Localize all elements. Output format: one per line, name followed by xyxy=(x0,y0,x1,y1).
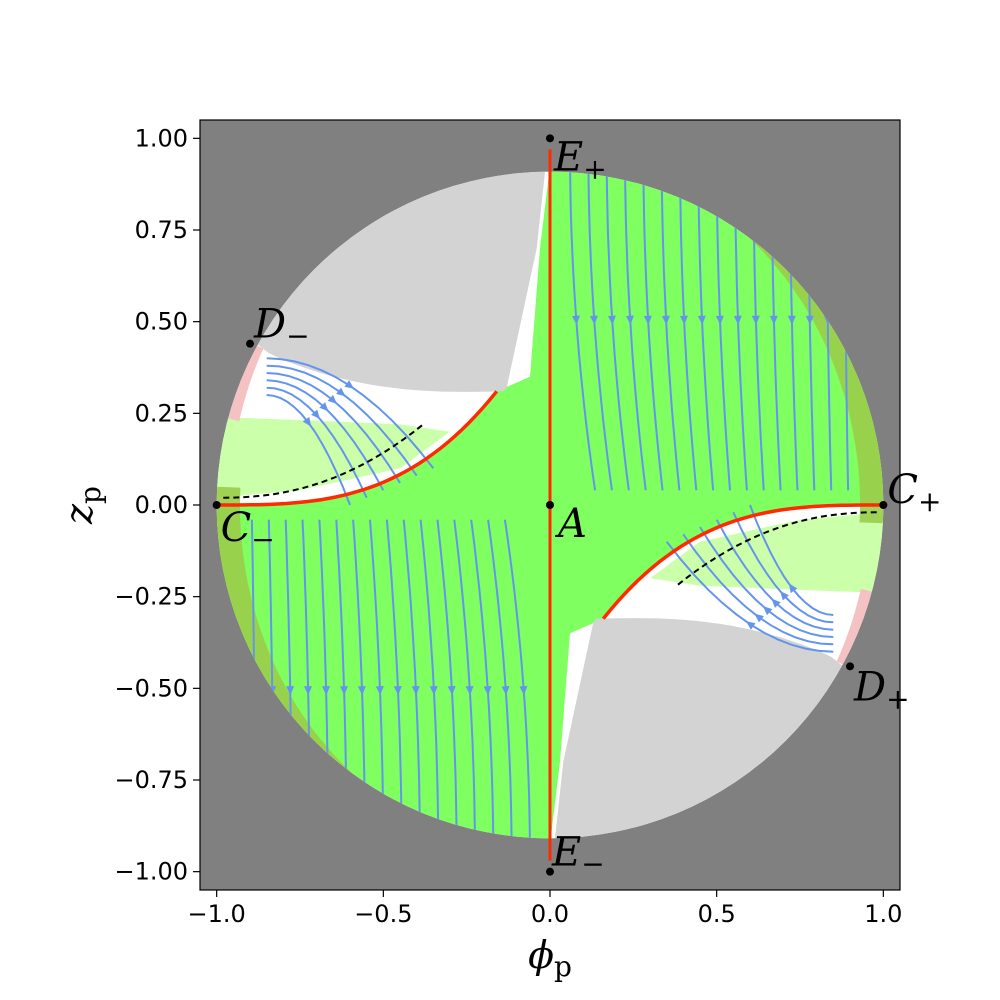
critical-point-d-plus xyxy=(846,662,854,671)
x-tick-label: 1.0 xyxy=(864,900,902,928)
pocket-streamline-ul-1-arrow xyxy=(336,387,346,397)
streamline-right-13-arrow xyxy=(805,315,814,325)
x-tick-label: −1.0 xyxy=(188,900,246,928)
critical-point-e-plus xyxy=(546,134,554,143)
critical-point-label: C+ xyxy=(887,467,941,518)
critical-point-label: E+ xyxy=(553,134,607,185)
streamline-left-11-arrow xyxy=(322,686,331,696)
streamline-right-1-arrow xyxy=(589,315,598,325)
streamline-right-10-arrow xyxy=(751,315,760,325)
critical-point-a xyxy=(546,501,554,509)
pale-green-band-right xyxy=(650,512,884,593)
x-tick-label: 0.5 xyxy=(698,900,736,928)
streamline-right-6-arrow xyxy=(679,315,688,325)
separatrix-lower-right xyxy=(601,503,884,620)
critical-point-label: D+ xyxy=(853,664,910,715)
separatrix-upper-left xyxy=(216,390,499,507)
x-axis-title: ϕp xyxy=(528,933,572,983)
pocket-streamline-lr-0-arrow xyxy=(745,621,756,630)
streamline-left-13-arrow xyxy=(286,686,295,696)
streamline-right-9-arrow xyxy=(733,315,742,325)
pocket-streamline-lr-3-arrow xyxy=(771,598,781,608)
streamline-left-7-arrow xyxy=(393,686,402,696)
streamline-left-1-arrow xyxy=(501,685,510,696)
y-tick-label: −0.50 xyxy=(114,674,188,702)
critical-point-d-minus xyxy=(246,339,254,348)
y-tick-label: −0.75 xyxy=(114,766,188,794)
critical-point-label: A xyxy=(554,501,587,547)
y-tick-label: 0.75 xyxy=(135,216,188,244)
pink-band-left xyxy=(226,342,264,422)
streamline-right-5-arrow xyxy=(661,315,670,325)
streamline-right-2-arrow xyxy=(607,315,616,325)
streamline-left-4-arrow xyxy=(447,685,456,696)
critical-point-e-minus xyxy=(546,867,554,876)
critical-point-label: E− xyxy=(551,830,605,881)
streamline-left-0-arrow xyxy=(519,685,528,696)
dashed-curve-left xyxy=(223,423,424,499)
pocket-streamline-ul-0-arrow xyxy=(344,380,355,389)
y-tick-label: −1.00 xyxy=(114,858,188,886)
streamline-right-7-arrow xyxy=(697,315,706,325)
y-tick-label: 1.00 xyxy=(135,124,188,152)
streamline-right-8-arrow xyxy=(715,315,724,325)
pink-band-right xyxy=(836,588,874,668)
pocket-streamline-ul-3-arrow xyxy=(319,402,329,412)
streamline-right-11-arrow xyxy=(769,315,778,325)
pocket-streamline-ul-4-arrow xyxy=(311,409,320,420)
forbidden-region-upper xyxy=(252,171,550,392)
streamline-left-6-arrow xyxy=(411,686,420,696)
pocket-streamline-lr-1-arrow xyxy=(754,613,764,623)
critical-point-label: D− xyxy=(253,302,310,353)
forbidden-region-lower xyxy=(550,618,848,839)
streamline-right-12-arrow xyxy=(787,315,796,325)
critical-point-c-minus xyxy=(212,501,221,509)
y-tick-label: 0.25 xyxy=(135,399,188,427)
pocket-streamline-ul-2-arrow xyxy=(327,394,338,404)
pocket-streamline-lr-4-arrow xyxy=(780,590,789,601)
pocket-streamline-ul-5-arrow xyxy=(302,416,312,427)
pocket-streamline-lr-2-arrow xyxy=(762,606,773,616)
critical-point-c-plus xyxy=(879,501,888,509)
streamline-left-9-arrow xyxy=(357,686,366,696)
critical-point-label: C− xyxy=(221,505,275,556)
y-axis-title: zp xyxy=(57,486,107,525)
y-tick-label: 0.00 xyxy=(135,491,188,519)
streamline-left-3-arrow xyxy=(465,685,474,696)
y-tick-label: 0.50 xyxy=(135,308,188,336)
dashed-curve-right xyxy=(676,511,877,587)
streamline-left-8-arrow xyxy=(375,686,384,696)
streamline-left-12-arrow xyxy=(304,686,313,696)
streamline-left-5-arrow xyxy=(429,686,438,696)
streamline-right-4-arrow xyxy=(643,315,652,325)
streamline-left-2-arrow xyxy=(483,685,492,696)
pocket-streamline-lr-5-arrow xyxy=(788,583,798,594)
x-tick-label: 0.0 xyxy=(531,900,569,928)
streamline-right-0-arrow xyxy=(572,315,580,325)
x-tick-label: −0.5 xyxy=(354,900,412,928)
streamline-right-3-arrow xyxy=(625,315,634,325)
streamline-left-10-arrow xyxy=(339,686,348,696)
y-tick-label: −0.25 xyxy=(114,583,188,611)
pale-green-band-left xyxy=(216,417,450,498)
